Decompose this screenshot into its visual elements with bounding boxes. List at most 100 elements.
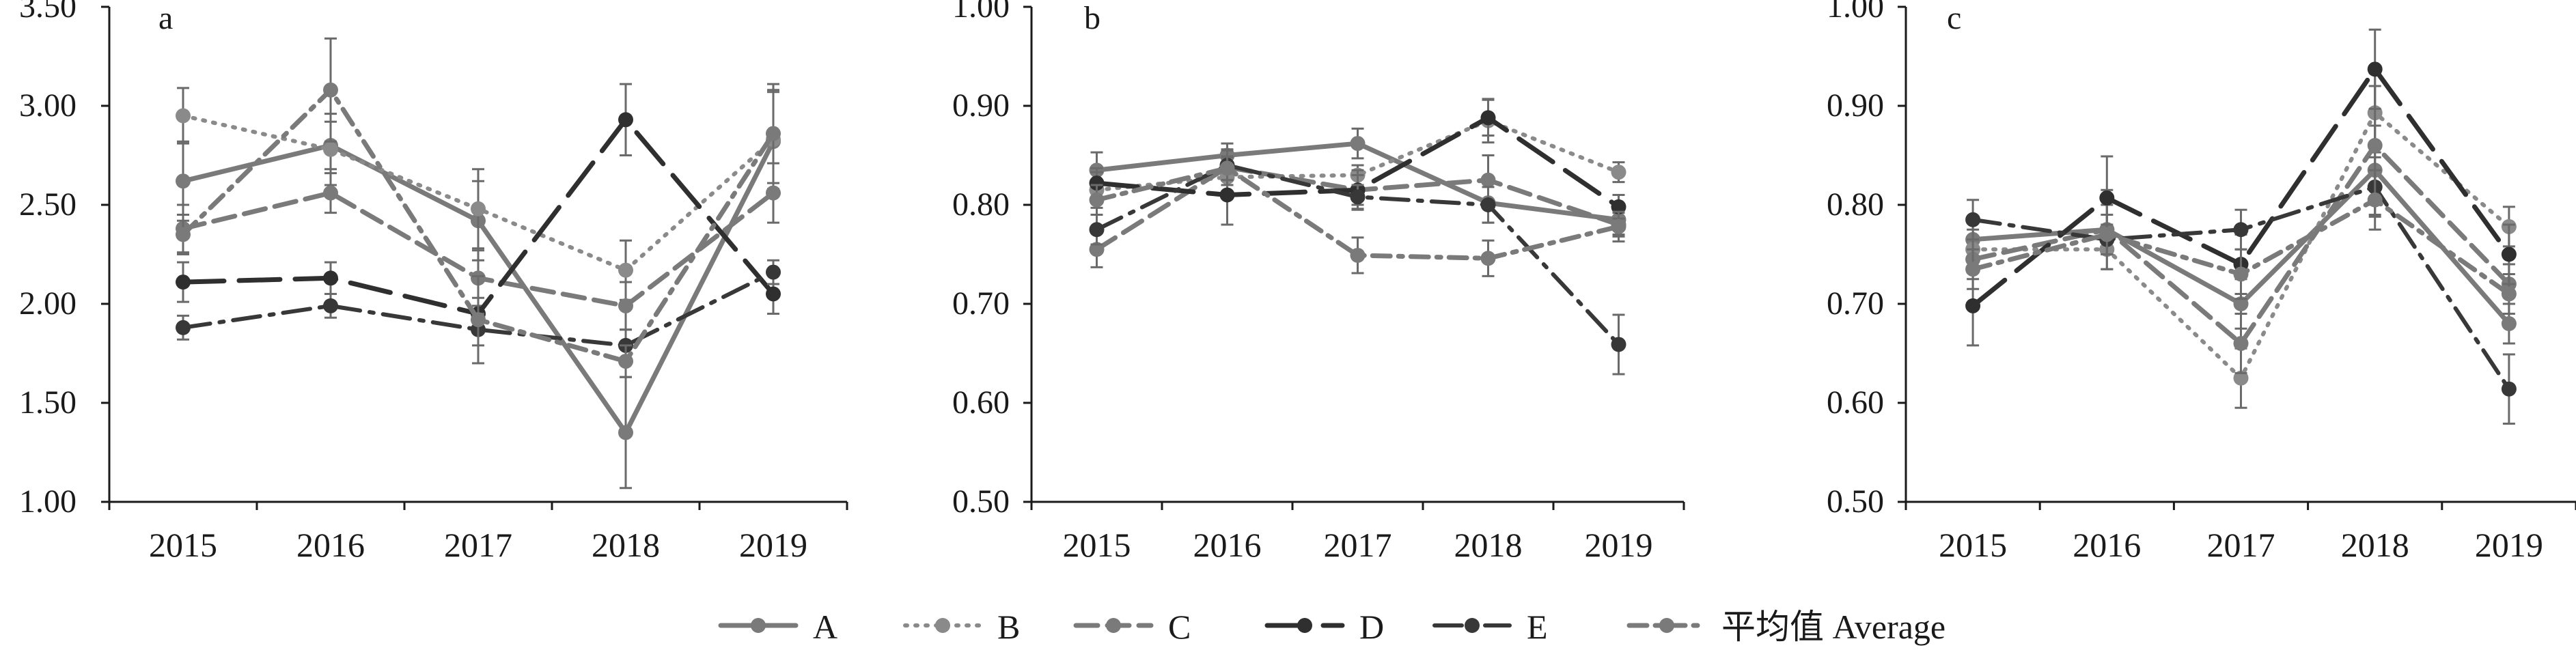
data-point — [176, 108, 191, 124]
data-point — [2233, 296, 2249, 311]
y-tick-label: 0.60 — [952, 384, 1010, 421]
data-point — [618, 298, 633, 313]
legend-symbol-d — [1264, 618, 1345, 633]
x-tick-label: 2017 — [444, 526, 512, 564]
x-tick-label: 2018 — [2341, 526, 2409, 564]
data-point — [766, 286, 781, 302]
plot-area: 1.00 1.50 2.00 2.50 3.00 3.50 2015 2016 2017 2018… — [19, 0, 848, 564]
data-point — [471, 312, 486, 328]
data-point — [323, 82, 338, 98]
legend-marker — [751, 618, 766, 633]
data-point — [1089, 242, 1105, 257]
legend-label-average: 平均值 Average — [1721, 608, 1945, 646]
data-point — [1350, 136, 1366, 152]
series-line — [181, 270, 775, 348]
data-point — [1965, 262, 1981, 277]
x-tick-label: 2018 — [1454, 526, 1523, 564]
legend-symbol-b — [903, 618, 982, 633]
x-tick-label: 2019 — [2475, 526, 2543, 564]
data-point — [2367, 61, 2383, 77]
y-tick-label: 3.00 — [19, 87, 77, 124]
legend-label-d: D — [1359, 608, 1384, 646]
y-tick-label: 0.90 — [1827, 87, 1884, 124]
data-point — [766, 264, 781, 280]
series-line — [1094, 165, 1621, 261]
data-point — [1089, 175, 1105, 191]
legend-marker — [1659, 618, 1674, 633]
data-point — [1480, 197, 1496, 212]
legend-marker — [935, 618, 950, 633]
y-tick-label: 0.50 — [952, 483, 1010, 520]
x-tick-label: 2016 — [296, 526, 365, 564]
x-tick-label: 2018 — [592, 526, 660, 564]
panel-label: b — [1084, 0, 1100, 36]
y-tick-label: 1.00 — [952, 0, 1010, 25]
series-average — [1965, 169, 2517, 315]
data-point — [1480, 251, 1496, 266]
data-point — [2367, 192, 2383, 208]
panel-c: 0.50 0.60 0.70 0.80 0.90 1.00 2015 2016 2017 2018… — [1827, 0, 2576, 564]
data-point — [618, 262, 633, 278]
y-tick-label: 0.70 — [952, 285, 1010, 322]
y-tick-label: 0.50 — [1827, 483, 1884, 520]
x-tick-label: 2015 — [1939, 526, 2007, 564]
series-line — [1094, 118, 1621, 193]
data-point — [2501, 286, 2517, 302]
x-tick-label: 2017 — [1324, 526, 1392, 564]
y-tick-label: 3.50 — [19, 0, 77, 25]
data-point — [766, 185, 781, 201]
legend-symbol-a — [718, 618, 799, 633]
plot-area: 0.50 0.60 0.70 0.80 0.90 1.00 2015 2016 2017 2018… — [952, 0, 1685, 564]
data-point — [176, 173, 191, 189]
legend: A B C D E 平均值 Average — [718, 608, 1945, 646]
data-point — [1089, 222, 1105, 238]
y-tick-label: 1.50 — [19, 384, 77, 421]
data-point — [2501, 316, 2517, 331]
data-point — [176, 227, 191, 242]
legend-marker — [1297, 618, 1312, 633]
data-point — [618, 112, 633, 128]
data-point — [1965, 212, 1981, 227]
data-point — [766, 126, 781, 141]
data-point — [1219, 160, 1235, 176]
y-tick-label: 0.60 — [1827, 384, 1884, 421]
x-tick-label: 2015 — [1063, 526, 1131, 564]
x-tick-label: 2019 — [1585, 526, 1653, 564]
data-point — [2501, 246, 2517, 262]
panel-a: 1.00 1.50 2.00 2.50 3.00 3.50 2015 2016 2017 2018… — [19, 0, 848, 564]
data-point — [323, 141, 338, 157]
data-point — [176, 274, 191, 290]
panel-label: c — [1947, 0, 1961, 36]
data-point — [1611, 199, 1626, 214]
plot-area: 0.50 0.60 0.70 0.80 0.90 1.00 2015 2016 2017 2018… — [1827, 0, 2576, 564]
x-tick-label: 2016 — [2073, 526, 2141, 564]
data-point — [2233, 266, 2249, 282]
legend-symbol-average — [1626, 618, 1707, 633]
y-tick-label: 0.80 — [1827, 186, 1884, 223]
legend-marker — [1465, 618, 1480, 633]
y-tick-label: 0.80 — [952, 186, 1010, 223]
x-tick-label: 2015 — [149, 526, 217, 564]
y-tick-label: 0.90 — [952, 87, 1010, 124]
data-point — [176, 320, 191, 335]
legend-label-c: C — [1168, 608, 1191, 646]
series-average — [176, 37, 781, 378]
data-point — [2501, 381, 2517, 397]
data-point — [2099, 190, 2115, 206]
x-tick-label: 2017 — [2207, 526, 2275, 564]
data-point — [2367, 138, 2383, 153]
data-point — [1480, 110, 1496, 126]
data-point — [2233, 370, 2249, 386]
data-point — [2099, 227, 2115, 242]
legend-marker — [1106, 618, 1121, 633]
data-point — [1611, 218, 1626, 234]
data-point — [1350, 247, 1366, 263]
legend-symbol-e — [1432, 618, 1512, 633]
y-tick-label: 0.70 — [1827, 285, 1884, 322]
data-point — [1350, 189, 1366, 205]
y-tick-label: 1.00 — [19, 483, 77, 520]
y-tick-label: 2.00 — [19, 285, 77, 322]
data-point — [323, 185, 338, 201]
data-point — [1965, 298, 1981, 313]
data-point — [323, 298, 338, 313]
